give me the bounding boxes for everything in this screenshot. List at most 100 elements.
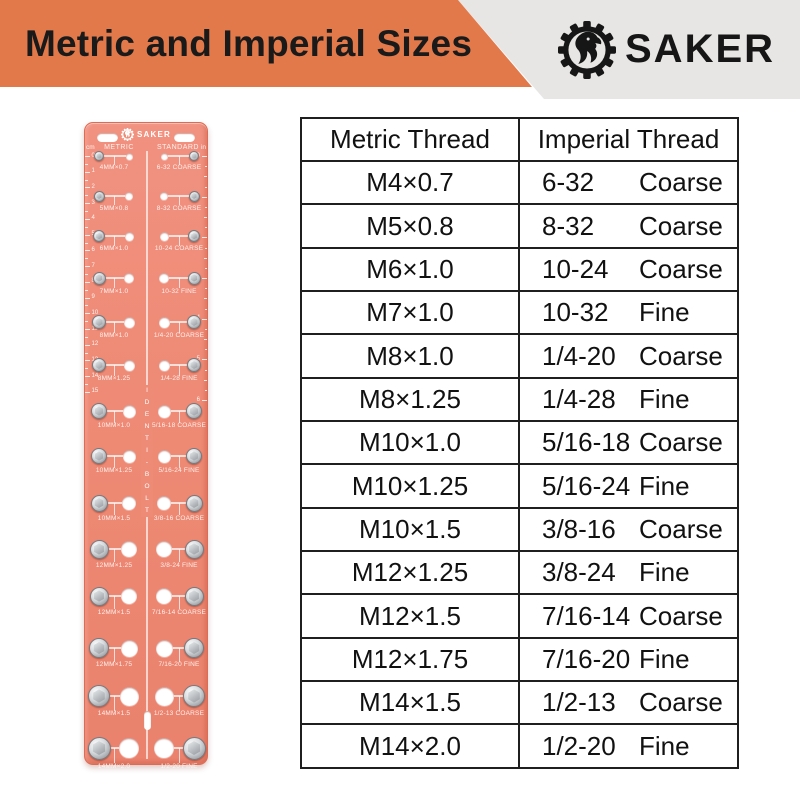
inch-quarter-tick <box>204 206 207 208</box>
thread-hole <box>122 496 136 510</box>
cm-tick-number: 10 <box>91 309 99 316</box>
table-row: M12×1.75 7/16-20 Fine <box>300 636 739 683</box>
hanging-slot-right <box>174 133 195 142</box>
standard-column-header: STANDARD <box>157 144 199 151</box>
inch-quarter-tick <box>204 288 207 290</box>
table-header-row: Metric Thread Imperial Thread <box>300 117 739 162</box>
imperial-thread-header: Imperial Thread <box>518 117 739 162</box>
cm-half-tick <box>85 179 88 181</box>
tool-brand-name: SAKER <box>136 130 171 139</box>
thread-hole <box>123 316 135 328</box>
metric-thread-cell: M14×1.5 <box>300 680 520 726</box>
inch-tick <box>202 156 207 157</box>
thread-hole <box>124 231 134 241</box>
imperial-thread-cell: 7/16-14 Coarse <box>518 593 739 639</box>
bolt-hex-head <box>94 498 104 508</box>
thread-hole <box>159 273 169 283</box>
bolt-hex-head <box>95 361 103 369</box>
inch-half-tick <box>203 217 207 218</box>
table-row: M8×1.25 1/4-28 Fine <box>300 376 739 423</box>
connector-stub <box>178 503 180 515</box>
thread-hole <box>120 639 138 657</box>
bolt-hex-head <box>189 451 199 461</box>
imperial-size: 6-32 <box>542 167 595 198</box>
inch-quarter-tick <box>204 308 207 310</box>
thread-hole <box>159 231 169 241</box>
hanging-slot-left <box>97 133 118 142</box>
cm-tick-number: 7 <box>91 262 95 269</box>
bolt-hex-head <box>191 193 197 199</box>
table-row: M10×1.25 5/16-24 Fine <box>300 463 739 509</box>
bolt-hex-head <box>187 741 201 755</box>
center-label-letter: L <box>141 493 153 505</box>
inch-quarter-tick <box>204 349 207 351</box>
metric-size-label: 12MM×1.75 <box>95 661 133 668</box>
bolt-hex-head <box>188 689 200 703</box>
cm-half-tick <box>85 368 88 370</box>
bolt-hex-head <box>96 153 102 159</box>
imperial-size-label: 3/8-16 COARSE <box>153 514 205 522</box>
thread-hole <box>122 404 136 418</box>
bolt-hex-head <box>190 361 198 369</box>
cm-tick <box>85 297 90 299</box>
bolt-hex-head <box>94 451 104 461</box>
bolt-icon <box>90 494 108 512</box>
imperial-size-label: 10-24 COARSE <box>154 245 204 252</box>
connector-stub <box>113 365 115 376</box>
imperial-size: 1/2-20 <box>542 730 616 761</box>
bolt-icon <box>92 315 106 329</box>
thread-comparison-table: Metric Thread Imperial Thread M4×0.7 6-32… <box>300 117 739 769</box>
imperial-type: Fine <box>639 297 690 328</box>
center-label-letter: B <box>141 469 153 481</box>
imperial-size: 8-32 <box>542 210 595 241</box>
imperial-size-label: 10-32 FINE <box>161 287 197 295</box>
center-label-letter: D <box>141 397 153 409</box>
metric-thread-cell: M12×1.75 <box>300 636 520 683</box>
bolt-icon <box>87 736 111 760</box>
cm-tick-number: 3 <box>91 199 95 206</box>
inch-quarter-tick <box>204 186 207 188</box>
bolt-hex-head <box>94 406 104 416</box>
header-banner <box>0 0 532 87</box>
bolt-icon <box>184 586 204 606</box>
connector-stub <box>178 549 180 562</box>
cm-half-tick <box>85 211 88 213</box>
thread-hole <box>121 541 137 557</box>
connector-stub <box>113 503 115 515</box>
center-label-letter: I <box>141 385 153 397</box>
metric-size-label: 4MM×0.7 <box>99 164 129 171</box>
thread-hole <box>156 588 172 604</box>
inch-tick <box>202 196 207 198</box>
cm-tick <box>85 266 90 268</box>
inch-quarter-tick <box>204 369 207 371</box>
bolt-icon <box>89 638 109 658</box>
bolt-icon <box>93 230 105 242</box>
cm-tick-number: 6 <box>91 246 95 253</box>
bolt-hex-head <box>189 498 199 508</box>
inch-tick <box>202 359 207 361</box>
connector-stub <box>178 156 180 165</box>
metric-thread-cell: M8×1.0 <box>300 333 520 379</box>
bolt-icon <box>94 151 104 161</box>
thread-hole <box>157 496 171 510</box>
imperial-size-label: 8-32 COARSE <box>156 204 202 212</box>
cm-half-tick <box>85 352 88 354</box>
tool-brand-logo: SAKER <box>85 128 207 141</box>
bolt-icon <box>187 358 201 372</box>
thread-hole <box>158 316 170 328</box>
metric-size-label: 10MM×1.5 <box>97 514 131 522</box>
imperial-size: 1/2-13 <box>542 687 616 718</box>
connector-stub <box>113 278 115 288</box>
bolt-hex-head <box>189 590 199 602</box>
bolt-hex-head <box>189 543 199 555</box>
imperial-type: Fine <box>639 470 690 501</box>
cm-tick <box>85 344 90 346</box>
metric-thread-cell: M10×1.5 <box>300 506 520 553</box>
thread-hole <box>123 359 135 371</box>
imperial-size: 10-32 <box>542 297 609 328</box>
metric-thread-cell: M6×1.0 <box>300 246 520 293</box>
thread-hole <box>160 192 168 200</box>
inch-half-tick <box>203 257 207 259</box>
imperial-thread-cell: 6-32 Coarse <box>518 159 739 206</box>
bolt-hex-head <box>191 153 197 159</box>
